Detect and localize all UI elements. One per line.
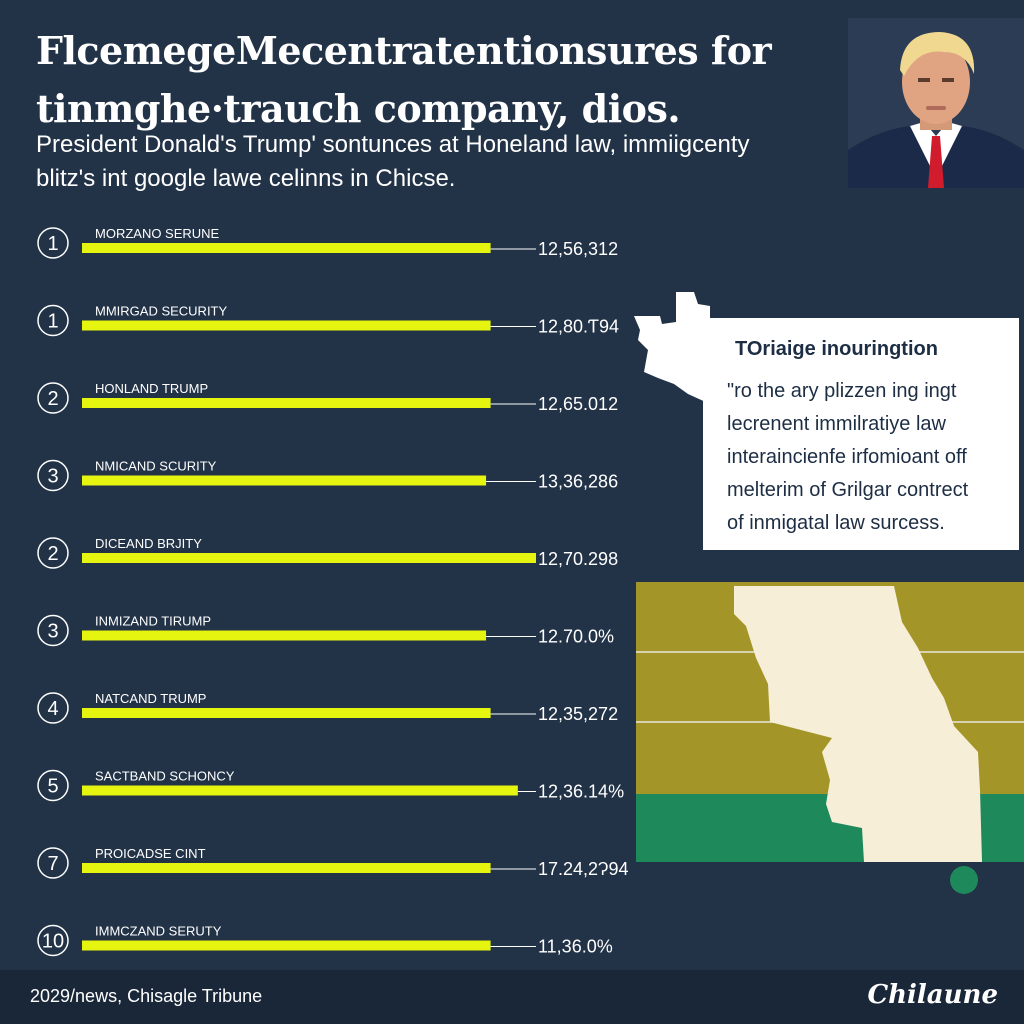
bar-value-label: 12,35,272 [538,704,618,724]
title-line-2: tinmghe·trauch company, dios. [36,86,681,131]
info-panel: TOriaige inouringtion "ro the ary plizze… [703,318,1019,550]
bar-value-label: 12,65.012 [538,394,618,414]
rank-number: 1 [47,233,58,255]
bar [82,863,491,873]
rank-circle [37,692,69,724]
subtitle: President Donald's Trump' sontunces at H… [36,128,826,196]
bar [82,940,491,951]
bar-category-label: MMIRGAD SECURITY [95,304,228,319]
bar-value-label: 12,80.Ƭ94 [538,317,619,337]
rank-number: 5 [47,776,58,798]
bar [82,630,487,641]
bar-category-label: INMIZAND TIRUMP [95,614,211,629]
rank-circle [37,382,69,414]
bar-category-label: SACTBAND SCHONCY [95,769,235,784]
rank-number: 4 [47,698,58,720]
portrait-photo [848,18,1024,188]
bar-value-label: 12,70.298 [538,549,618,569]
bar [82,785,518,796]
info-panel-title: TOriaige inouringtion [735,338,938,360]
rank-circle [37,847,69,879]
info-panel-body: "ro the ary plizzen ing ingt lecrenent i… [727,375,1003,540]
bar [82,553,536,563]
title-line-1: FlcemegeMecentratentionsures for [36,28,772,73]
bar [82,475,487,486]
newspaper-logo: Chilaune [867,980,998,1010]
state-outline-shape [634,292,710,404]
rank-circle [37,614,69,647]
bar-value-label: 12,56,312 [538,239,618,259]
info-line: interaincienfe irfomioant off [727,446,967,468]
regional-map [636,582,1024,862]
bar-category-label: PROICADSE CINT [95,846,206,861]
bar-category-label: MORZANO SERUNE [95,226,220,241]
subtitle-line-2: blitz's int google lawe celinns in Chics… [36,165,456,192]
portrait-illustration [848,18,1024,188]
rank-number: 3 [47,621,58,643]
bar-category-label: NMICAND SCURITY [95,459,217,474]
ranking-bar-chart: 1 MORZANO SERUNE 12,56,312 1 MMIRGAD SECURIT… [0,200,640,960]
rank-number: 1 [47,311,58,333]
footer-source: 2029/news, Chisagle Tribune [30,986,263,1006]
bar-value-label: 13,36,286 [538,472,618,492]
info-line: melterim of Grilgar contrect [727,479,969,501]
info-line: lecrenent immilratiye law [727,413,946,435]
map-marker-dot [950,866,978,894]
info-line: "ro the ary plizzen ing ingt [727,380,957,402]
bar [82,243,491,253]
subtitle-line-1: President Donald's Trump' sontunces at H… [36,131,750,158]
footer-bar: 2029/news, Chisagle Tribune Chilaune [0,970,1024,1024]
rank-number: 3 [47,466,58,488]
rank-number: 7 [47,853,58,875]
bar-category-label: IMMCZAND SERUTY [95,924,222,939]
rank-circle [37,304,69,337]
rank-circle [37,459,69,492]
page-title: FlcemegeMecentratentionsures for tinmghe… [36,22,816,138]
rank-number: 2 [47,543,58,565]
bar-category-label: HONLAND TRUMP [95,381,208,396]
bar-value-label: 12.70.0% [538,627,614,647]
bar [82,398,491,408]
bar-category-label: NATCAND TRUMP [95,691,206,706]
bar [82,708,491,718]
bar-value-label: 17.24,2Ɂ94 [538,859,629,879]
bar-value-label: 11,36.0% [538,937,613,957]
bar-chart-svg: 1 MORZANO SERUNE 12,56,312 1 MMIRGAD SECURIT… [37,226,629,957]
rank-circle [37,537,69,569]
info-line: of inmigatal law surcess. [727,512,945,534]
rank-number: 2 [47,388,58,410]
bar-value-label: 12,36.14% [538,782,624,802]
map-cream-region [734,586,982,862]
bar [82,320,491,331]
bar-category-label: DICEAND BRJITY [95,536,202,551]
rank-circle [37,924,69,957]
rank-circle [37,769,69,802]
rank-circle [37,227,69,259]
rank-number: 10 [42,931,64,953]
